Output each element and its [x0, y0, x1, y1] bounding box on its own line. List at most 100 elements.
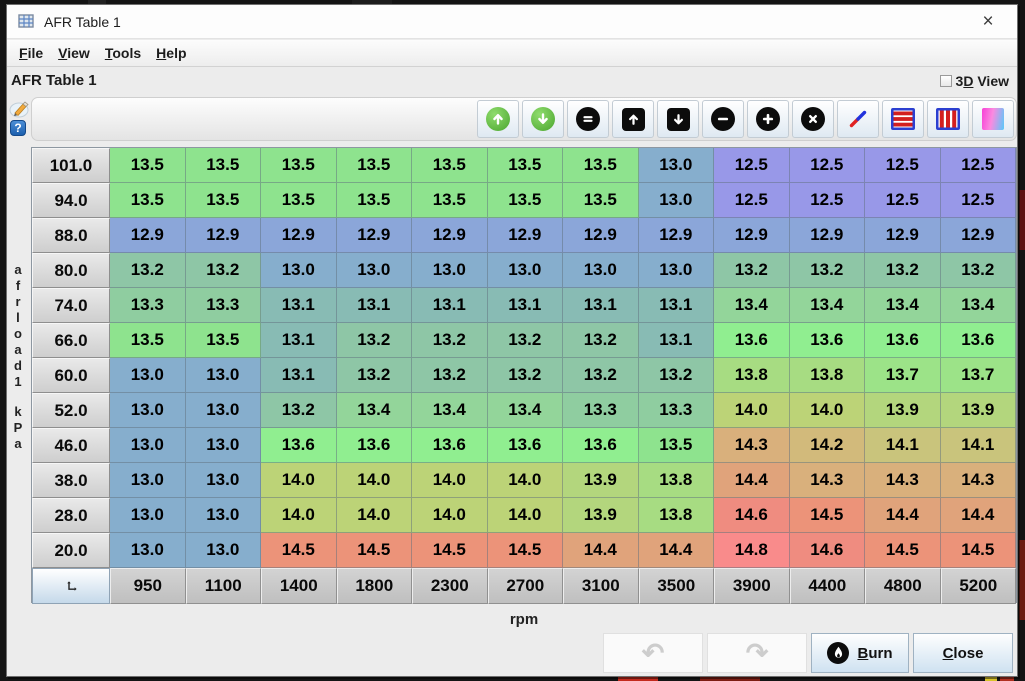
- table-cell[interactable]: 14.5: [865, 533, 941, 568]
- table-cell[interactable]: 12.5: [789, 183, 865, 218]
- add-icon[interactable]: [747, 100, 789, 138]
- table-cell[interactable]: 13.1: [638, 323, 714, 358]
- table-cell[interactable]: 13.0: [185, 533, 261, 568]
- table-cell[interactable]: 12.5: [714, 148, 790, 183]
- set-equal-icon[interactable]: [567, 100, 609, 138]
- table-cell[interactable]: 13.3: [563, 393, 639, 428]
- swap-axes-icon[interactable]: [32, 568, 110, 604]
- table-cell[interactable]: 12.5: [865, 148, 941, 183]
- table-cell[interactable]: 13.2: [185, 253, 261, 288]
- table-cell[interactable]: 13.5: [487, 148, 563, 183]
- table-cell[interactable]: 13.0: [185, 463, 261, 498]
- table-cell[interactable]: 13.2: [412, 323, 488, 358]
- row-header-kpa[interactable]: 101.0: [32, 148, 110, 183]
- table-cell[interactable]: 12.5: [714, 183, 790, 218]
- table-cell[interactable]: 14.6: [714, 498, 790, 533]
- table-cell[interactable]: 12.9: [638, 218, 714, 253]
- column-header-rpm[interactable]: 1800: [336, 568, 412, 604]
- title-bar[interactable]: AFR Table 1 ×: [7, 5, 1017, 39]
- table-cell[interactable]: 13.6: [412, 428, 488, 463]
- table-cell[interactable]: 13.5: [110, 148, 186, 183]
- table-cell[interactable]: 13.0: [638, 148, 714, 183]
- row-header-kpa[interactable]: 38.0: [32, 463, 110, 498]
- table-cell[interactable]: 12.9: [336, 218, 412, 253]
- table-cell[interactable]: 14.6: [789, 533, 865, 568]
- table-cell[interactable]: 14.1: [865, 428, 941, 463]
- table-cell[interactable]: 13.9: [940, 393, 1016, 428]
- column-header-rpm[interactable]: 950: [110, 568, 186, 604]
- table-cell[interactable]: 13.0: [110, 393, 186, 428]
- table-cell[interactable]: 14.3: [714, 428, 790, 463]
- table-cell[interactable]: 13.5: [336, 148, 412, 183]
- table-cell[interactable]: 13.0: [185, 498, 261, 533]
- table-cell[interactable]: 14.4: [940, 498, 1016, 533]
- table-cell[interactable]: 13.7: [865, 358, 941, 393]
- table-cell[interactable]: 13.8: [638, 463, 714, 498]
- interpolate-vertical-icon[interactable]: [927, 100, 969, 138]
- table-cell[interactable]: 13.4: [336, 393, 412, 428]
- table-cell[interactable]: 13.8: [638, 498, 714, 533]
- row-header-kpa[interactable]: 28.0: [32, 498, 110, 533]
- table-cell[interactable]: 12.9: [110, 218, 186, 253]
- table-cell[interactable]: 13.1: [563, 288, 639, 323]
- table-cell[interactable]: 14.0: [412, 498, 488, 533]
- table-cell[interactable]: 12.9: [185, 218, 261, 253]
- table-cell[interactable]: 13.8: [714, 358, 790, 393]
- table-cell[interactable]: 13.8: [789, 358, 865, 393]
- column-header-rpm[interactable]: 3500: [638, 568, 714, 604]
- table-cell[interactable]: 13.6: [563, 428, 639, 463]
- row-header-kpa[interactable]: 52.0: [32, 393, 110, 428]
- undo-button[interactable]: ↶: [603, 633, 703, 673]
- table-cell[interactable]: 14.1: [940, 428, 1016, 463]
- table-cell[interactable]: 13.0: [563, 253, 639, 288]
- table-cell[interactable]: 14.0: [714, 393, 790, 428]
- table-cell[interactable]: 13.2: [336, 323, 412, 358]
- table-cell[interactable]: 14.0: [336, 463, 412, 498]
- table-cell[interactable]: 13.7: [940, 358, 1016, 393]
- menu-item-view[interactable]: View: [58, 44, 90, 61]
- table-cell[interactable]: 13.1: [261, 323, 337, 358]
- table-cell[interactable]: 13.3: [185, 288, 261, 323]
- table-cell[interactable]: 13.5: [412, 183, 488, 218]
- table-cell[interactable]: 13.0: [487, 253, 563, 288]
- table-cell[interactable]: 12.9: [563, 218, 639, 253]
- view-3d-toggle[interactable]: 3D View: [939, 73, 1009, 89]
- close-window-icon[interactable]: ×: [982, 11, 994, 32]
- table-cell[interactable]: 13.4: [940, 288, 1016, 323]
- table-cell[interactable]: 13.0: [185, 428, 261, 463]
- table-cell[interactable]: 13.0: [185, 358, 261, 393]
- table-cell[interactable]: 14.5: [412, 533, 488, 568]
- table-cell[interactable]: 12.9: [261, 218, 337, 253]
- table-cell[interactable]: 13.9: [563, 463, 639, 498]
- table-cell[interactable]: 12.5: [940, 183, 1016, 218]
- table-cell[interactable]: 13.1: [261, 358, 337, 393]
- table-cell[interactable]: 13.5: [563, 148, 639, 183]
- table-cell[interactable]: 13.2: [789, 253, 865, 288]
- decrease-green-down-icon[interactable]: [522, 100, 564, 138]
- row-header-kpa[interactable]: 46.0: [32, 428, 110, 463]
- table-cell[interactable]: 14.5: [261, 533, 337, 568]
- table-cell[interactable]: 13.0: [110, 533, 186, 568]
- table-cell[interactable]: 12.9: [412, 218, 488, 253]
- table-cell[interactable]: 12.9: [714, 218, 790, 253]
- table-cell[interactable]: 13.3: [110, 288, 186, 323]
- interpolate-icon[interactable]: [837, 100, 879, 138]
- table-cell[interactable]: 13.5: [336, 183, 412, 218]
- table-cell[interactable]: 13.5: [185, 323, 261, 358]
- table-cell[interactable]: 13.1: [638, 288, 714, 323]
- table-cell[interactable]: 13.0: [110, 358, 186, 393]
- table-cell[interactable]: 13.6: [865, 323, 941, 358]
- table-cell[interactable]: 13.5: [261, 148, 337, 183]
- redo-button[interactable]: ↷: [707, 633, 807, 673]
- table-cell[interactable]: 13.1: [487, 288, 563, 323]
- table-cell[interactable]: 12.9: [865, 218, 941, 253]
- table-cell[interactable]: 14.0: [336, 498, 412, 533]
- table-cell[interactable]: 12.9: [940, 218, 1016, 253]
- table-cell[interactable]: 13.0: [110, 428, 186, 463]
- menu-item-help[interactable]: Help: [156, 44, 187, 61]
- column-header-rpm[interactable]: 2700: [487, 568, 563, 604]
- table-cell[interactable]: 13.2: [261, 393, 337, 428]
- color-gradient-icon[interactable]: [972, 100, 1014, 138]
- table-cell[interactable]: 13.5: [185, 183, 261, 218]
- table-cell[interactable]: 14.5: [336, 533, 412, 568]
